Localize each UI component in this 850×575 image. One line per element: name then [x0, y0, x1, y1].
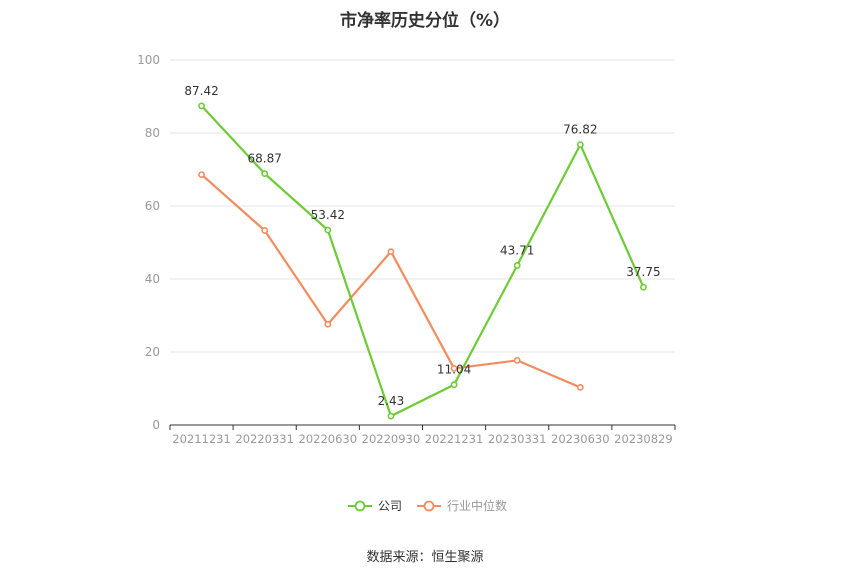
- y-tick-label: 80: [145, 126, 160, 140]
- x-tick-label: 20220930: [362, 432, 421, 446]
- data-label: 11.04: [437, 363, 471, 377]
- x-tick-label: 20220331: [235, 432, 294, 446]
- data-point: [387, 412, 395, 420]
- series-line-行业中位数: [200, 173, 581, 389]
- data-point: [198, 102, 205, 110]
- data-point: [450, 381, 458, 389]
- x-axis: 20211231 20220331 20220630 20220930 20221231…: [169, 424, 676, 446]
- data-point: [324, 226, 332, 234]
- data-label: 43.71: [500, 243, 534, 257]
- data-label: 68.87: [248, 152, 282, 166]
- grid-lines: [170, 59, 675, 353]
- data-label: 53.42: [311, 208, 345, 222]
- y-tick-label: 100: [137, 53, 160, 67]
- series-line-公司: [200, 105, 645, 418]
- y-axis-ticks: 0 20 40 60 80 100: [137, 53, 160, 432]
- legend-marker: [354, 500, 366, 512]
- x-tick-label: 20230829: [614, 432, 673, 446]
- data-source: 数据来源：恒生聚源: [366, 550, 484, 565]
- data-point: [513, 262, 521, 269]
- legend-label: 行业中位数: [447, 498, 507, 513]
- data-point: [324, 320, 332, 328]
- legend: 公司 行业中位数: [348, 498, 507, 513]
- data-point: [513, 356, 521, 364]
- data-point: [387, 248, 395, 256]
- legend-marker: [423, 500, 435, 512]
- data-point: [450, 365, 458, 372]
- data-labels: 87.42 68.87 53.42 2.43 11.04 43.71 76.82 37.75: [184, 84, 660, 408]
- data-label: 87.42: [184, 84, 218, 98]
- data-point: [640, 283, 647, 291]
- x-tick-label: 20221231: [425, 432, 484, 446]
- data-point: [576, 141, 584, 149]
- x-tick-label: 20220630: [299, 432, 358, 446]
- chart-title: 市净率历史分位（%）: [339, 11, 511, 31]
- y-tick-label: 0: [152, 418, 160, 432]
- data-point: [198, 171, 205, 179]
- data-label: 2.43: [378, 394, 405, 408]
- data-label: 76.82: [563, 123, 597, 137]
- y-tick-label: 20: [145, 345, 160, 359]
- series-layer: [198, 102, 647, 420]
- data-point: [261, 227, 269, 234]
- data-point: [261, 170, 269, 178]
- legend-item: 公司: [348, 499, 402, 513]
- legend-item: 行业中位数: [417, 498, 507, 513]
- y-tick-label: 60: [145, 199, 160, 213]
- y-tick-label: 40: [145, 272, 160, 286]
- x-tick-label: 20230331: [488, 432, 547, 446]
- legend-label: 公司: [378, 499, 402, 513]
- x-tick-label: 20230630: [551, 432, 610, 446]
- x-tick-label: 20211231: [172, 432, 231, 446]
- data-label: 37.75: [626, 265, 660, 279]
- data-point: [576, 384, 584, 391]
